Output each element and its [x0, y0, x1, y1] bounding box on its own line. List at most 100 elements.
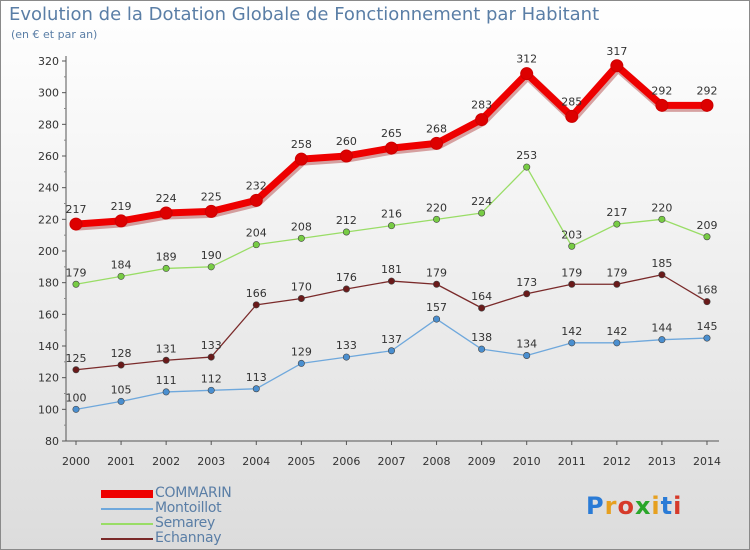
data-label-semarey: 216: [381, 208, 402, 221]
data-label-echannay: 168: [696, 284, 717, 297]
x-tick-label: 2001: [107, 455, 135, 468]
data-label-commarin: 219: [111, 200, 132, 213]
data-label-semarey: 209: [696, 219, 717, 232]
data-label-semarey: 208: [291, 220, 312, 233]
series-line-echannay: [75, 274, 708, 371]
point-semarey: [478, 209, 486, 217]
data-label-semarey: 184: [111, 258, 132, 271]
x-tick-label: 2012: [603, 455, 631, 468]
data-label-montoillot: 133: [336, 339, 357, 352]
y-tick-label: 300: [38, 87, 59, 100]
point-echannay: [252, 301, 260, 309]
point-echannay: [703, 298, 711, 306]
logo-letter: i: [673, 492, 683, 520]
data-label-semarey: 203: [561, 228, 582, 241]
data-label-commarin: 317: [606, 45, 627, 58]
y-tick-label: 140: [38, 340, 59, 353]
point-semarey: [658, 215, 666, 223]
x-tick-label: 2003: [197, 455, 225, 468]
logo-letter: r: [604, 492, 618, 520]
data-label-echannay: 166: [246, 287, 267, 300]
data-label-montoillot: 157: [426, 301, 447, 314]
legend-swatch: [101, 523, 153, 525]
point-montoillot: [568, 339, 576, 347]
data-label-semarey: 220: [651, 201, 672, 214]
x-tick-label: 2004: [242, 455, 270, 468]
data-label-echannay: 179: [426, 266, 447, 279]
legend: COMMARIN Montoillot Semarey Echannay: [101, 485, 341, 546]
point-echannay: [207, 353, 215, 361]
data-label-echannay: 179: [606, 266, 627, 279]
data-label-montoillot: 111: [156, 374, 177, 387]
proxiti-logo: Proxiti: [586, 492, 682, 520]
x-tick-label: 2013: [648, 455, 676, 468]
point-commarin: [610, 59, 624, 73]
point-montoillot: [207, 386, 215, 394]
y-tick-label: 200: [38, 245, 59, 258]
legend-label: COMMARIN: [155, 485, 232, 501]
y-tick-label: 120: [38, 372, 59, 385]
data-label-semarey: 224: [471, 195, 492, 208]
point-commarin: [204, 204, 218, 218]
point-montoillot: [478, 345, 486, 353]
x-tick-label: 2010: [513, 455, 541, 468]
data-label-echannay: 164: [471, 290, 492, 303]
legend-swatch: [101, 538, 153, 540]
point-montoillot: [342, 353, 350, 361]
legend-label: Semarey: [155, 515, 215, 531]
data-label-commarin: 312: [516, 53, 537, 66]
point-commarin: [475, 113, 489, 127]
legend-item-montoillot: Montoillot: [101, 500, 341, 516]
data-label-semarey: 190: [201, 249, 222, 262]
point-semarey: [207, 263, 215, 271]
point-montoillot: [613, 339, 621, 347]
data-label-montoillot: 144: [651, 322, 672, 335]
data-label-commarin: 224: [156, 192, 177, 205]
x-tick-label: 2008: [423, 455, 451, 468]
data-label-echannay: 128: [111, 347, 132, 360]
data-label-commarin: 217: [66, 203, 87, 216]
point-semarey: [523, 163, 531, 171]
point-commarin: [114, 214, 128, 228]
point-echannay: [523, 290, 531, 298]
data-label-commarin: 225: [201, 190, 222, 203]
point-echannay: [72, 366, 80, 374]
point-echannay: [433, 280, 441, 288]
data-label-montoillot: 145: [696, 320, 717, 333]
data-label-semarey: 212: [336, 214, 357, 227]
point-montoillot: [252, 385, 260, 393]
data-label-semarey: 217: [606, 206, 627, 219]
x-tick-label: 2011: [558, 455, 586, 468]
data-label-echannay: 173: [516, 276, 537, 289]
x-tick-label: 2009: [468, 455, 496, 468]
data-label-montoillot: 113: [246, 371, 267, 384]
y-tick-label: 260: [38, 150, 59, 163]
data-label-echannay: 133: [201, 339, 222, 352]
data-label-commarin: 292: [651, 84, 672, 97]
data-label-echannay: 179: [561, 266, 582, 279]
data-label-montoillot: 112: [201, 372, 222, 385]
point-echannay: [613, 280, 621, 288]
point-montoillot: [433, 315, 441, 323]
point-semarey: [613, 220, 621, 228]
point-commarin: [69, 217, 83, 231]
legend-item-echannay: Echannay: [101, 530, 341, 546]
data-label-semarey: 189: [156, 250, 177, 263]
legend-swatch: [101, 490, 153, 498]
point-semarey: [162, 264, 170, 272]
point-commarin: [294, 152, 308, 166]
data-label-echannay: 170: [291, 281, 312, 294]
data-label-echannay: 131: [156, 342, 177, 355]
y-tick-label: 320: [38, 55, 59, 68]
legend-item-semarey: Semarey: [101, 515, 341, 531]
x-tick-label: 2014: [693, 455, 721, 468]
data-label-montoillot: 129: [291, 345, 312, 358]
data-label-commarin: 283: [471, 99, 492, 112]
point-commarin: [655, 98, 669, 112]
y-tick-label: 80: [45, 435, 59, 448]
logo-letter: t: [660, 492, 674, 520]
point-echannay: [117, 361, 125, 369]
point-semarey: [433, 215, 441, 223]
data-label-semarey: 179: [66, 266, 87, 279]
point-montoillot: [117, 397, 125, 405]
